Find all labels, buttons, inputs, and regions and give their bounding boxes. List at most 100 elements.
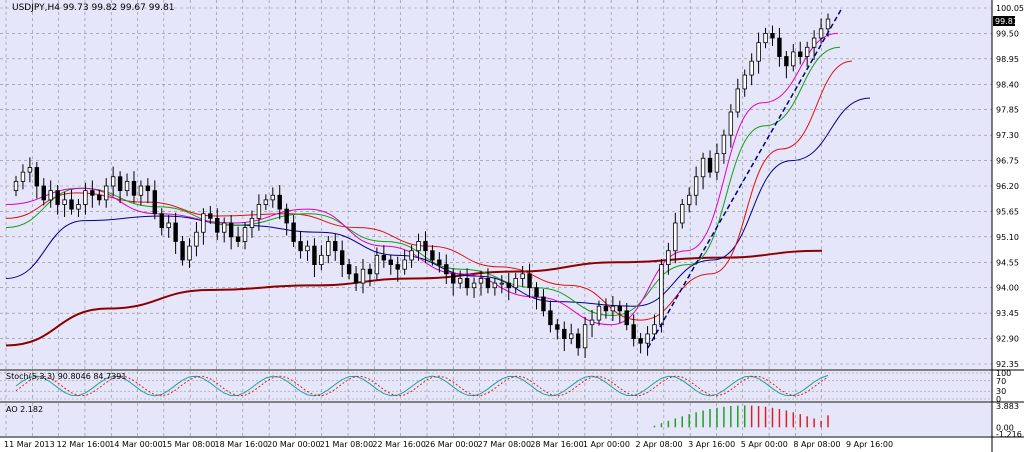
y-tick-label: 99.50	[996, 29, 1019, 38]
candle-bear	[180, 241, 185, 261]
candle-bear	[277, 194, 282, 210]
x-tick-label: 9 Apr 16:00	[846, 440, 893, 449]
candle-bear	[55, 190, 60, 205]
moving-averages	[5, 32, 871, 347]
x-tick-label: 2 Apr 08:00	[636, 440, 683, 449]
candle-bear	[534, 287, 539, 298]
candle-bear	[90, 190, 95, 196]
candle-bull	[326, 241, 331, 256]
candle-bull	[166, 222, 171, 229]
candle-bull	[645, 333, 650, 344]
candle-bull	[721, 134, 727, 155]
candle-bull	[686, 194, 692, 205]
symbol-label: USDJPY,H4 99.73 99.82 99.67 99.81	[12, 3, 175, 13]
candle-bull	[104, 185, 109, 201]
candle-bear	[41, 185, 46, 201]
stoch-panel-background	[0, 371, 992, 401]
candle-bull	[478, 278, 484, 284]
ao-tick-label: 0.00	[996, 423, 1014, 432]
y-tick-label: 100.05	[996, 4, 1024, 13]
candle-bear	[548, 310, 553, 326]
x-tick-label: 22 Mar 16:00	[372, 440, 425, 449]
candle-bull	[589, 319, 595, 326]
candle-bear	[145, 185, 151, 192]
candle-bull	[582, 324, 588, 349]
candle-bull	[749, 60, 754, 76]
candle-bear	[284, 208, 289, 224]
x-tick-label: 21 Mar 08:00	[320, 440, 373, 449]
candle-bull	[520, 273, 525, 279]
candle-bull	[360, 268, 366, 284]
candle-bear	[208, 213, 213, 219]
candle-bull	[222, 222, 227, 233]
candle-bull	[673, 222, 678, 252]
stoch-level-label: 30	[996, 387, 1006, 396]
candle-bull	[735, 88, 740, 113]
stoch-main-line	[15, 374, 829, 397]
candle-bear	[784, 56, 789, 67]
candle-bear	[69, 199, 74, 210]
y-tick-label: 96.75	[996, 157, 1019, 166]
y-tick-label: 97.30	[996, 131, 1019, 140]
candle-bull	[83, 190, 88, 205]
candle-bull	[138, 185, 144, 196]
x-tick-label: 28 Mar 16:00	[530, 440, 583, 449]
candle-bear	[353, 273, 359, 284]
stoch-level-label: 70	[996, 377, 1006, 386]
x-tick-label: 12 Mar 16:00	[57, 440, 110, 449]
candle-bear	[228, 222, 234, 238]
awesome-oscillator	[653, 405, 829, 428]
candle-bull	[409, 250, 414, 261]
candle-bull	[62, 199, 67, 205]
candle-bull	[700, 157, 706, 178]
candle-bear	[798, 51, 803, 57]
candle-bear	[437, 259, 442, 265]
candle-bull	[201, 213, 206, 233]
candle-bear	[381, 254, 387, 261]
x-tick-label: 27 Mar 08:00	[478, 440, 531, 449]
y-tick-label: 94.55	[996, 258, 1019, 267]
candle-bull	[569, 333, 574, 339]
candle-bull	[124, 180, 130, 192]
candle-bear	[638, 338, 643, 344]
candle-bear	[562, 328, 567, 339]
candle-bull	[596, 305, 602, 321]
candle-bull	[471, 282, 477, 289]
x-tick-label: 15 Mar 08:00	[162, 440, 215, 449]
candle-bull	[818, 28, 824, 39]
y-tick-label: 97.85	[996, 106, 1019, 115]
candle-bull	[804, 46, 810, 57]
candle-bear	[777, 37, 782, 57]
candle-bull	[680, 204, 685, 224]
candle-bear	[485, 278, 491, 289]
stoch-label: Stoch(5,3,3) 90.8046 84.7391	[6, 372, 126, 381]
stoch-level-label: 0	[996, 395, 1001, 404]
candle-bear	[152, 190, 158, 215]
y-tick-label: 95.10	[996, 233, 1019, 242]
y-tick-label: 93.45	[996, 309, 1019, 318]
candle-bull	[513, 278, 518, 289]
candle-bull	[811, 37, 817, 48]
candle-bull	[825, 18, 831, 30]
candle-bear	[235, 236, 241, 242]
candle-bull	[242, 227, 248, 242]
x-tick-label: 5 Apr 00:00	[741, 440, 788, 449]
ao-tick-label: 3.883	[996, 402, 1019, 411]
candle-bear	[346, 264, 352, 275]
candle-bull	[610, 305, 616, 312]
candle-bear	[291, 222, 296, 242]
x-tick-label: 14 Mar 00:00	[109, 440, 162, 449]
stoch-signal-line	[15, 375, 829, 397]
x-tick-label: 1 Apr 00:00	[583, 440, 630, 449]
candle-bull	[270, 194, 275, 201]
candle-bull	[374, 254, 380, 275]
candle-bull	[457, 278, 463, 284]
x-tick-label: 18 Mar 16:00	[215, 440, 268, 449]
y-tick-label: 92.90	[996, 335, 1019, 344]
trendline[interactable]	[647, 7, 843, 349]
candle-bear	[527, 273, 532, 289]
candle-bear	[312, 245, 317, 265]
